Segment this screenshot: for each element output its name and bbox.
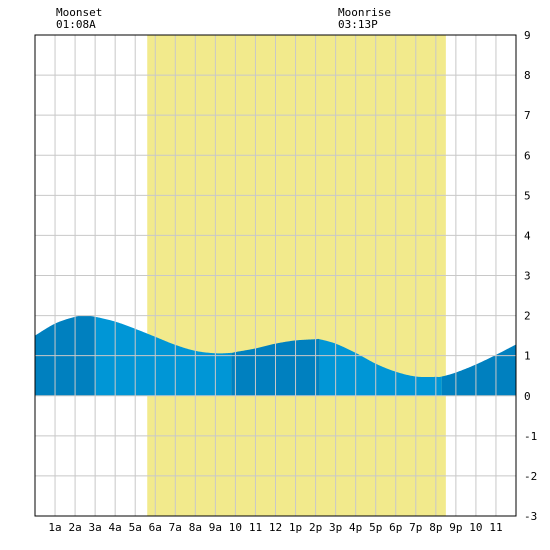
y-tick-label: 9 xyxy=(524,29,531,42)
x-tick-label: 9p xyxy=(449,521,462,534)
y-tick-label: 1 xyxy=(524,350,531,363)
x-tick-label: 6p xyxy=(389,521,402,534)
x-tick-label: 10 xyxy=(469,521,482,534)
tide-band-dark-4 xyxy=(441,344,516,396)
x-tick-label: 7p xyxy=(409,521,422,534)
y-tick-label: -3 xyxy=(524,510,537,523)
x-tick-label: 5a xyxy=(129,521,142,534)
moonset-label: Moonset xyxy=(56,6,102,19)
x-tick-label: 2p xyxy=(309,521,322,534)
x-tick-label: 7a xyxy=(169,521,182,534)
x-tick-label: 12 xyxy=(269,521,282,534)
plot-border xyxy=(34,34,517,517)
moonrise-label: Moonrise xyxy=(338,6,391,19)
x-tick-label: 4a xyxy=(109,521,122,534)
y-axis: 9 8 7 6 5 4 3 2 1 0 -1 -2 -3 xyxy=(524,29,537,523)
y-tick-label: -1 xyxy=(524,430,537,443)
y-tick-label: 4 xyxy=(524,229,531,242)
y-tick-label: 7 xyxy=(524,109,531,122)
y-tick-label: 8 xyxy=(524,69,531,82)
x-tick-label: 8p xyxy=(429,521,442,534)
x-tick-label: 4p xyxy=(349,521,362,534)
x-tick-label: 11 xyxy=(249,521,262,534)
x-tick-label: 6a xyxy=(149,521,162,534)
x-tick-label: 1p xyxy=(289,521,302,534)
tide-band-light-1 xyxy=(95,316,232,396)
grid xyxy=(35,35,516,516)
y-tick-label: -2 xyxy=(524,470,537,483)
x-tick-label: 11 xyxy=(489,521,502,534)
x-tick-label: 1a xyxy=(48,521,61,534)
y-tick-label: 2 xyxy=(524,310,531,323)
x-tick-label: 8a xyxy=(189,521,202,534)
moonrise-time: 03:13P xyxy=(338,18,378,31)
x-tick-label: 2a xyxy=(68,521,81,534)
y-tick-label: 0 xyxy=(524,390,531,403)
y-tick-label: 3 xyxy=(524,270,531,283)
y-tick-label: 5 xyxy=(524,189,531,202)
y-tick-label: 6 xyxy=(524,149,531,162)
x-tick-label: 5p xyxy=(369,521,382,534)
tide-band-light-3 xyxy=(319,339,442,396)
x-axis: 1a 2a 3a 4a 5a 6a 7a 8a 9a 10 11 12 1p 2p 3p 4p 5p 6p 7p 8p… xyxy=(48,521,502,534)
x-tick-label: 10 xyxy=(229,521,242,534)
x-tick-label: 3p xyxy=(329,521,342,534)
x-tick-label: 3a xyxy=(89,521,102,534)
moonset-time: 01:08A xyxy=(56,18,96,31)
x-tick-label: 9a xyxy=(209,521,222,534)
